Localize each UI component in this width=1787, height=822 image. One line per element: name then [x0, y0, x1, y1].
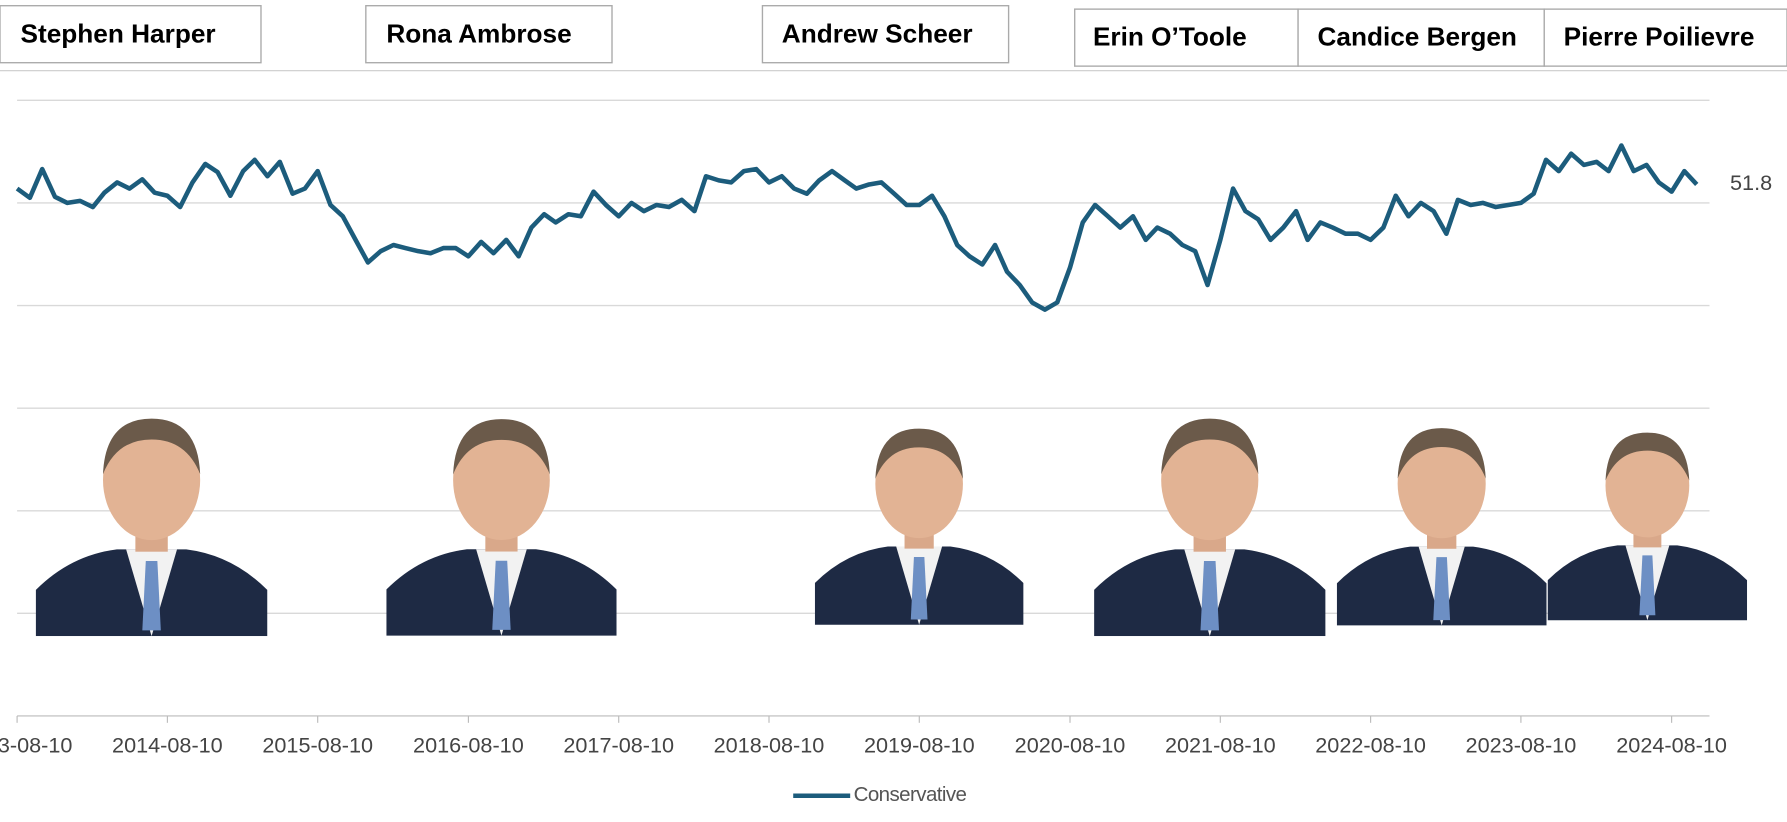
leader-box	[761, 5, 1010, 64]
legend-label: Conservative	[854, 783, 967, 806]
leader-name: Andrew Scheer	[782, 18, 973, 48]
leader-name: Rona Ambrose	[386, 18, 571, 48]
x-tick-label: 2020-08-10	[1015, 732, 1126, 757]
x-tick-label: 2023-08-10	[1466, 732, 1577, 757]
leader-name: Stephen Harper	[21, 18, 216, 48]
leader-box	[1074, 8, 1299, 67]
x-tick-label: 2014-08-10	[112, 732, 223, 757]
leader-box	[365, 5, 613, 64]
x-tick-label: 2013-08-10	[0, 732, 72, 757]
leader-photo	[1336, 428, 1547, 626]
x-tick-label: 2015-08-10	[262, 732, 373, 757]
x-tick-label: 2022-08-10	[1315, 732, 1426, 757]
x-tick-label: 2016-08-10	[413, 732, 524, 757]
leader-name: Erin O’Toole	[1093, 22, 1247, 52]
leader-name: Candice Bergen	[1317, 22, 1516, 52]
x-tick-label: 2024-08-10	[1616, 732, 1727, 757]
leader-name: Pierre Poilievre	[1564, 22, 1755, 52]
leader-box	[1297, 8, 1545, 67]
x-tick-label: 2018-08-10	[714, 732, 825, 757]
x-tick-label: 2021-08-10	[1165, 732, 1276, 757]
leader-photo	[1547, 432, 1748, 621]
leader-box	[0, 5, 262, 64]
leader-photo	[35, 418, 268, 637]
x-tick-label: 2017-08-10	[563, 732, 674, 757]
leader-photo	[386, 419, 617, 636]
leader-box	[1543, 8, 1787, 67]
series-line	[15, 143, 1699, 312]
value-label: 51.8	[1730, 170, 1772, 195]
x-tick-label: 2019-08-10	[864, 732, 975, 757]
leader-photo	[814, 428, 1024, 625]
leader-photo	[1094, 418, 1326, 637]
